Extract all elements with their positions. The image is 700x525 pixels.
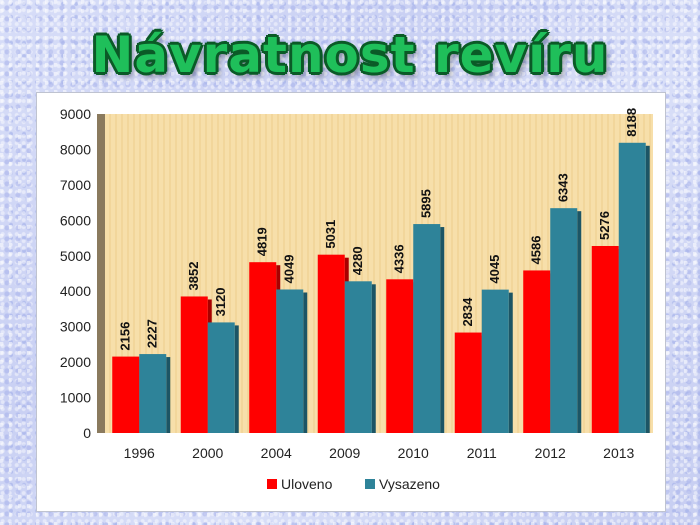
data-label: 4819 (255, 227, 270, 256)
bar-side (234, 325, 239, 433)
bar-vysazeno-2011 (481, 289, 509, 433)
x-tick-label: 1996 (124, 445, 155, 461)
plot-side-wall (97, 114, 105, 433)
y-tick-label: 2000 (60, 354, 91, 370)
data-label: 5276 (597, 211, 612, 240)
bar-uloveno-2011 (454, 332, 482, 433)
y-tick-label: 6000 (60, 212, 91, 228)
bar-vysazeno-2010 (413, 224, 441, 433)
data-label: 2227 (145, 319, 160, 348)
bar-uloveno-2012 (523, 270, 551, 433)
data-label: 3852 (186, 262, 201, 291)
x-tick-label: 2012 (535, 445, 566, 461)
bar-uloveno-2013 (591, 245, 619, 433)
x-tick-label: 2010 (398, 445, 429, 461)
y-tick-label: 1000 (60, 390, 91, 406)
legend-label: Vysazeno (379, 476, 440, 492)
bar-side (440, 227, 445, 433)
y-tick-label: 5000 (60, 248, 91, 264)
page-title: Návratnost revíru (91, 26, 609, 84)
data-label: 4586 (529, 236, 544, 265)
x-tick-label: 2013 (603, 445, 634, 461)
bar-vysazeno-2012 (550, 208, 578, 433)
x-tick-label: 2000 (192, 445, 223, 461)
y-tick-label: 8000 (60, 141, 91, 157)
y-tick-label: 9000 (60, 106, 91, 122)
bar-side (303, 292, 308, 433)
bar-vysazeno-1996 (139, 354, 167, 433)
bar-chart: 0 1000 2000 3000 4000 5000 6000 7000 8000 9000 21… (60, 106, 653, 492)
bar-uloveno-1996 (112, 356, 140, 433)
bar-uloveno-2010 (386, 279, 414, 433)
data-label: 6343 (556, 173, 571, 202)
legend-swatch-uloveno (267, 479, 277, 489)
data-label: 4045 (487, 255, 502, 284)
legend-swatch-vysazeno (365, 479, 375, 489)
bar-side (508, 292, 513, 433)
legend-label: Uloveno (281, 476, 333, 492)
data-label: 4280 (350, 246, 365, 275)
chart-panel: 0 1000 2000 3000 4000 5000 6000 7000 8000 9000 21… (36, 92, 666, 512)
y-tick-label: 4000 (60, 283, 91, 299)
bar-side (166, 357, 171, 433)
data-label: 5895 (419, 189, 434, 218)
bar-vysazeno-2004 (276, 289, 304, 433)
bar-side (645, 145, 650, 433)
bar-vysazeno-2009 (344, 281, 372, 433)
data-label: 5031 (323, 220, 338, 249)
data-label: 4336 (392, 244, 407, 273)
data-label: 3120 (213, 287, 228, 316)
bar-uloveno-2009 (317, 254, 345, 433)
bar-vysazeno-2013 (618, 142, 646, 433)
data-label: 4049 (282, 255, 297, 284)
y-tick-label: 3000 (60, 319, 91, 335)
bar-vysazeno-2000 (207, 322, 235, 433)
x-tick-label: 2004 (261, 445, 292, 461)
y-tick-label: 7000 (60, 177, 91, 193)
x-tick-label: 2011 (467, 445, 497, 461)
bar-side (371, 284, 376, 433)
bar-side (577, 211, 582, 433)
data-label: 8188 (624, 108, 639, 137)
data-label: 2156 (118, 322, 133, 351)
y-tick-label: 0 (83, 425, 91, 441)
data-label: 2834 (460, 297, 475, 327)
bar-uloveno-2000 (180, 296, 208, 433)
bar-uloveno-2004 (249, 262, 277, 433)
x-tick-label: 2009 (329, 445, 360, 461)
